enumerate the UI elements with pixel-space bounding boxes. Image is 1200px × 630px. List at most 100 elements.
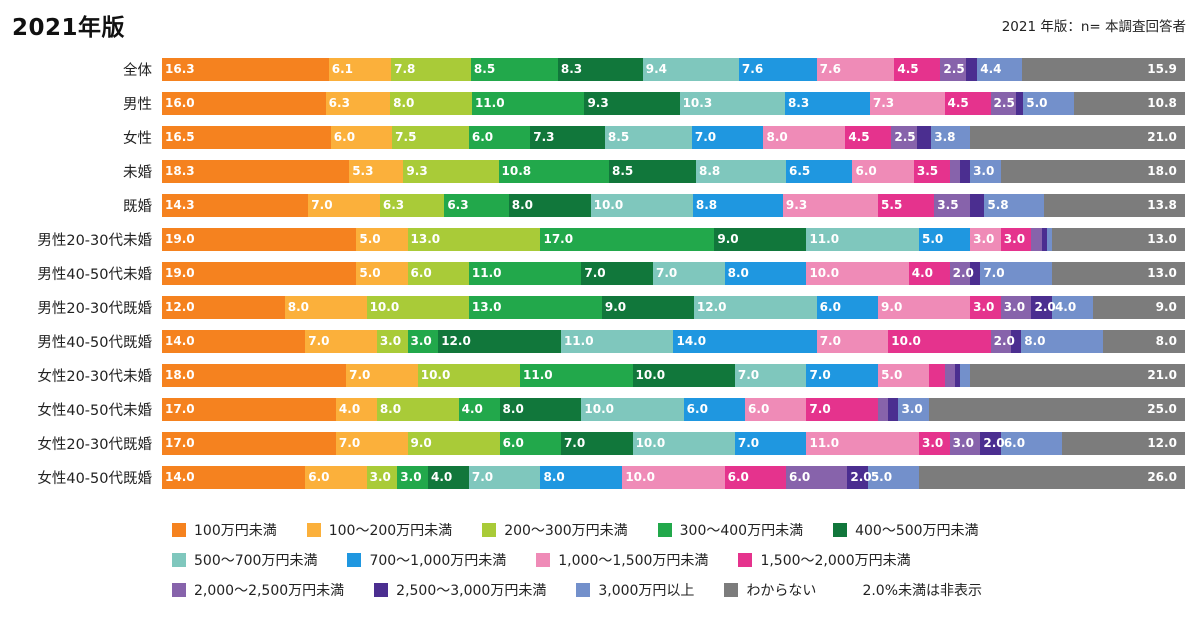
bar-segment: 11.0: [806, 431, 919, 455]
bar-segment: 3.0: [918, 431, 950, 455]
bar-segment: [1016, 91, 1024, 115]
segment-value-label: 3.0: [410, 334, 432, 348]
segment-value-label: 13.0: [410, 232, 441, 246]
segment-value-label: 3.5: [916, 164, 939, 178]
bar-segment: 4.5: [894, 57, 941, 81]
segment-value-label: 9.0: [410, 436, 432, 450]
segment-value-label: 2.0: [1034, 300, 1056, 314]
segment-value-label: 21.0: [1147, 130, 1177, 144]
bar-segment: [888, 397, 899, 421]
chart-row: 既婚 14.3 7.0 6.3 6.3 8.0 10.0 8.8 9.3 5.5 3.5 5.8 13.…: [0, 188, 1185, 222]
legend-color-chip: [724, 583, 739, 597]
segment-value-label: 6.3: [382, 198, 405, 212]
segment-value-label: 10.3: [682, 96, 713, 110]
segment-value-label: 6.0: [333, 130, 356, 144]
stacked-bar-chart: 全体 16.3 6.1 7.8 8.5 8.3 9.4 7.6 7.6 4.5 2.5 4.4 15.9…: [0, 52, 1185, 494]
segment-value-label: 17.0: [165, 436, 195, 450]
segment-value-label: 14.0: [165, 334, 195, 348]
bar-segment: 8.5: [609, 159, 696, 183]
legend-color-chip: [738, 553, 753, 567]
bar-segment: 14.0: [673, 329, 817, 353]
bar-segment: 7.0: [335, 431, 408, 455]
segment-value-label: 13.0: [1147, 232, 1177, 246]
segment-value-label: 7.5: [395, 130, 417, 144]
bar-segment: 6.0: [816, 295, 879, 319]
bar-segment: 4.4: [977, 57, 1023, 81]
bar-segment: 8.5: [470, 57, 558, 81]
bar-segment: 8.0: [508, 193, 591, 217]
segment-value-label: 13.8: [1147, 198, 1177, 212]
bar-segment: [916, 125, 932, 149]
segment-value-label: 10.0: [584, 402, 614, 416]
bar-segment: 8.0: [390, 91, 472, 115]
row-label: 全体: [123, 62, 152, 79]
bar-segment: 6.1: [328, 57, 392, 81]
bar-segment: 12.0: [1062, 431, 1185, 455]
bar-segment: 4.0: [1051, 295, 1093, 319]
bar-segment: 10.8: [498, 159, 610, 183]
segment-value-label: 2.5: [993, 96, 1015, 110]
row-label: 男性40-50代既婚: [37, 334, 152, 351]
bar-segment: 12.0: [438, 329, 561, 353]
bar-segment: 6.0: [499, 431, 561, 455]
bar-segment: 6.0: [852, 159, 914, 183]
bar-segment: 13.0: [407, 227, 541, 251]
legend-item: 1,500〜2,000万円未満: [738, 550, 911, 570]
bar-segment: 4.0: [908, 261, 950, 285]
segment-value-label: 8.0: [379, 402, 402, 416]
segment-value-label: 8.0: [1155, 334, 1177, 348]
segment-value-label: 4.0: [430, 470, 453, 484]
segment-value-label: 4.5: [897, 62, 919, 76]
row-label: 既婚: [123, 198, 152, 215]
segment-value-label: 13.0: [1147, 266, 1177, 280]
legend-item: 100〜200万円未満: [306, 520, 453, 540]
segment-value-label: 6.0: [1003, 436, 1026, 450]
bar-segment: 6.0: [468, 125, 531, 149]
segment-value-label: 11.0: [563, 334, 594, 348]
legend-label: 500〜700万円未満: [194, 553, 318, 569]
segment-value-label: 7.3: [872, 96, 895, 110]
segment-value-label: 5.8: [987, 198, 1009, 212]
bar-segment: [970, 193, 985, 217]
segment-value-label: 9.0: [717, 232, 739, 246]
chart-row: 女性 16.5 6.0 7.5 6.0 7.3 8.5 7.0 8.0 4.5 2.5 3.8 21.0: [0, 120, 1185, 154]
segment-value-label: 3.0: [901, 402, 923, 416]
bar-segment: 3.0: [366, 465, 398, 489]
bar-segment: [965, 57, 978, 81]
bar-segment: 2.5: [891, 125, 917, 149]
segment-value-label: 8.5: [473, 62, 496, 76]
bar-segment: 6.0: [407, 261, 469, 285]
segment-value-label: 8.8: [698, 164, 721, 178]
bar-segment: 2.0: [847, 465, 872, 489]
segment-value-label: 2.0: [952, 266, 974, 280]
segment-value-label: 11.0: [809, 232, 840, 246]
stacked-bar: 16.0 6.3 8.0 11.0 9.3 10.3 8.3 7.3 4.5 2.5 5.0 10.8: [162, 91, 1185, 115]
segment-value-label: 18.0: [1147, 164, 1177, 178]
bar-segment: [959, 159, 971, 183]
legend-label: 100〜200万円未満: [328, 523, 453, 539]
segment-value-label: 10.0: [891, 334, 921, 348]
bar-segment: 10.0: [366, 295, 469, 319]
segment-value-label: 7.8: [394, 62, 416, 76]
bar-segment: 6.3: [325, 91, 391, 115]
segment-value-label: 17.0: [165, 402, 195, 416]
segment-value-label: 6.0: [686, 402, 708, 416]
bar-segment: 13.8: [1043, 193, 1185, 217]
stacked-bar: 14.0 7.0 3.0 3.0 12.0 11.0 14.0 7.0 10.0 2.0 8.0 8.…: [162, 329, 1185, 353]
bar-segment: 3.0: [970, 227, 1001, 251]
bar-segment: 5.0: [878, 363, 930, 387]
legend-item: 500〜700万円未満: [172, 550, 317, 570]
segment-value-label: 6.0: [788, 470, 811, 484]
bar-segment: 9.0: [1092, 295, 1185, 319]
segment-value-label: 15.9: [1147, 62, 1177, 76]
row-label: 女性20-30代未婚: [37, 368, 152, 385]
segment-value-label: 6.0: [471, 130, 494, 144]
segment-value-label: 10.0: [593, 198, 624, 212]
segment-value-label: 6.3: [447, 198, 469, 212]
bar-segment: 4.0: [335, 397, 377, 421]
bar-segment: 10.8: [1074, 91, 1185, 115]
stacked-bar: 14.0 6.0 3.0 3.0 4.0 7.0 8.0 10.0 6.0 6.0 2.0 5.0 26…: [162, 465, 1185, 489]
segment-value-label: 7.0: [737, 368, 760, 382]
bar-segment: 3.0: [1000, 295, 1032, 319]
bar-segment: 10.0: [632, 431, 735, 455]
